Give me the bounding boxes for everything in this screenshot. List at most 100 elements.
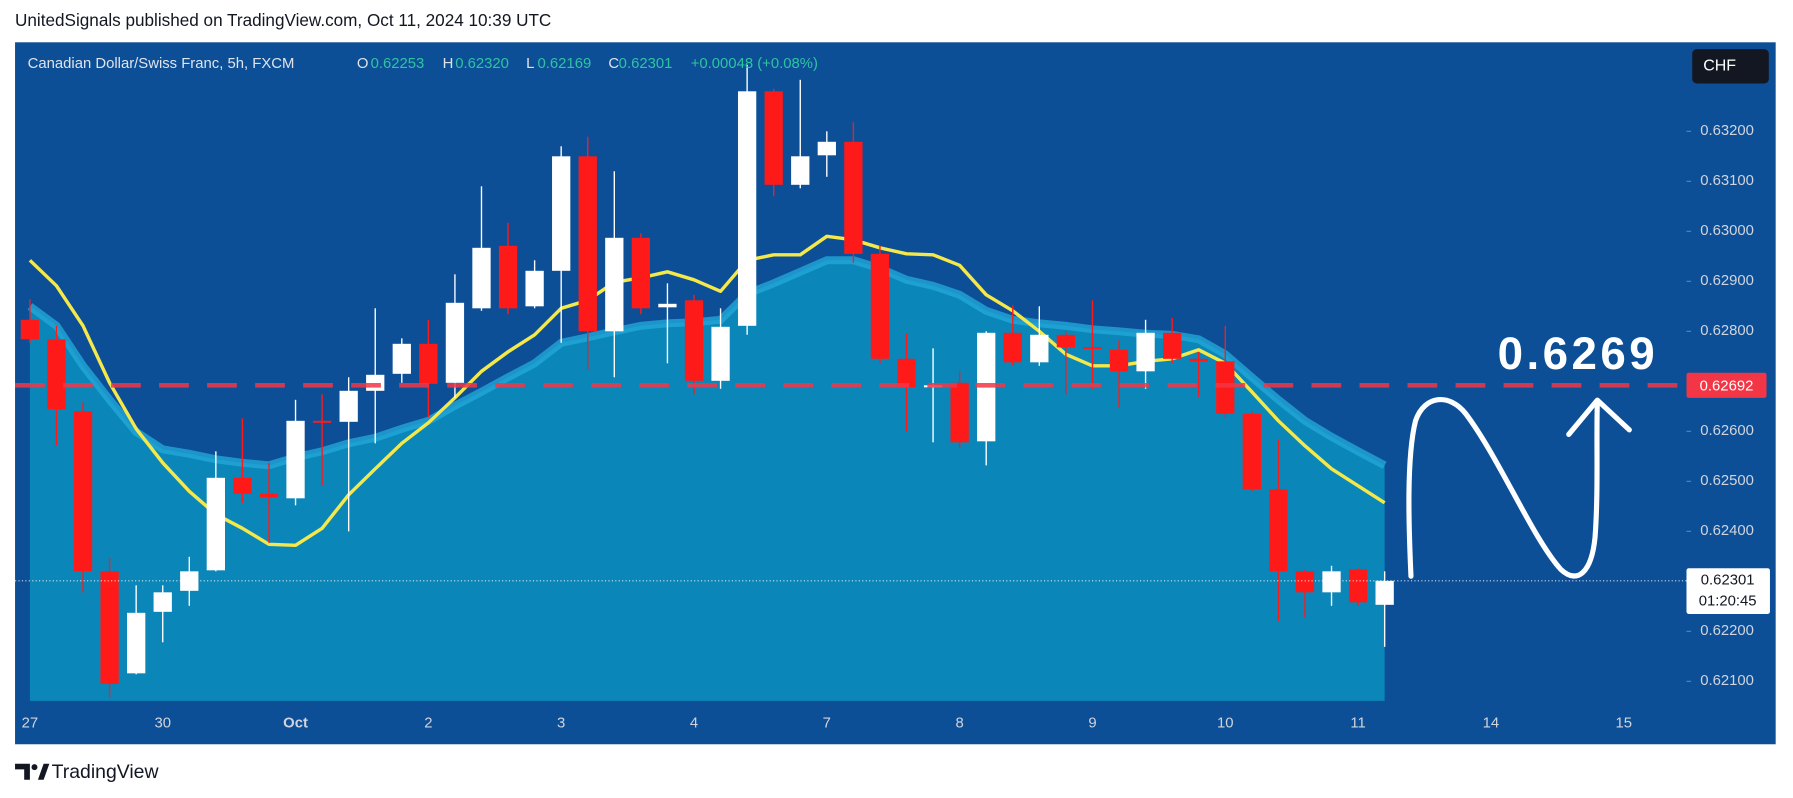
candle-body (1242, 413, 1261, 490)
x-tick-label: 7 (823, 716, 831, 732)
candle-body (711, 326, 730, 381)
candle-body (844, 141, 863, 254)
candle-body (392, 343, 411, 374)
x-tick-label: 11 (1350, 716, 1365, 732)
candle-body (605, 237, 624, 332)
candle-body (1375, 580, 1394, 605)
candle-body (631, 237, 651, 309)
ohlc-key: O (357, 56, 369, 72)
ohlc-key: C (608, 56, 619, 72)
candle-body (259, 493, 279, 498)
publisher-line: UnitedSignals published on TradingView.c… (15, 10, 551, 30)
x-tick-label: Oct (283, 716, 308, 732)
y-tick-label: 0.62600 (1700, 423, 1754, 439)
candle-body (658, 303, 677, 308)
currency-badge[interactable] (1692, 49, 1769, 84)
overlay: 0.621000.622000.624000.625000.626000.627… (15, 56, 1770, 732)
level-tag (1686, 372, 1767, 398)
x-tick-label: 3 (557, 716, 565, 732)
band-edge (27, 256, 1387, 470)
x-tick-label: 30 (154, 716, 171, 732)
candle-body (206, 477, 225, 571)
candle-body (1163, 332, 1182, 359)
x-tick-label: 27 (22, 716, 39, 732)
x-tick-label: 15 (1615, 716, 1632, 732)
candle-body (1136, 332, 1155, 372)
ohlc-value: 0.62301 (619, 56, 673, 72)
y-tick-label: 0.62900 (1700, 273, 1754, 289)
candle-body (1030, 334, 1049, 363)
moving-average (28, 234, 1386, 548)
candle-body (1269, 489, 1288, 572)
change-label: +0.00048 (+0.08%) (691, 56, 818, 72)
logo-mark-2 (37, 763, 50, 780)
candle-body (737, 91, 757, 326)
level-tag-label: 0.62692 (1700, 378, 1754, 394)
candle-body (73, 411, 93, 572)
candle-body (472, 247, 491, 309)
arrow-head (1566, 397, 1632, 438)
candle-body (498, 245, 518, 309)
countdown: 01:20:45 (1699, 593, 1757, 609)
ohlc-value: 0.62169 (538, 56, 592, 72)
band-area (29, 260, 1385, 701)
candle-body (180, 571, 199, 591)
candle-body (578, 156, 597, 332)
y-tick-label: 0.63000 (1700, 223, 1754, 239)
ohlc-value: 0.62320 (455, 56, 509, 72)
x-tick-label: 14 (1483, 716, 1500, 732)
x-tick-label: 10 (1217, 716, 1234, 732)
candle-body (1109, 349, 1129, 372)
currency-label: CHF (1703, 58, 1736, 75)
candle-body (870, 253, 890, 359)
logo-mark (15, 763, 30, 780)
candle-body (1189, 358, 1208, 362)
y-tick-label: 0.62800 (1700, 323, 1754, 339)
x-tick-label: 4 (690, 716, 698, 732)
plot-area (20, 64, 1394, 701)
candle-body (684, 300, 704, 381)
candle-body (286, 420, 305, 499)
last-price-label: 0.62301 (1701, 573, 1755, 589)
annotation: 0.6269 (1498, 328, 1658, 379)
candle-body (366, 374, 385, 391)
tv-logo (15, 763, 50, 780)
candle-body (1083, 347, 1102, 350)
arrow-curve (1406, 397, 1600, 579)
candle-body (1003, 332, 1022, 363)
candle-body (153, 592, 172, 612)
candle-body (764, 91, 783, 185)
y-tick-label: 0.62200 (1700, 623, 1754, 639)
candle-body (552, 156, 571, 271)
x-tick-label: 8 (956, 716, 964, 732)
candle-body (339, 390, 358, 422)
candle-body (791, 156, 810, 185)
y-tick-label: 0.62500 (1700, 473, 1754, 489)
candle-body (47, 339, 66, 410)
candle-body (312, 420, 332, 423)
ohlc-key: L (526, 56, 534, 72)
y-tick-label: 0.62400 (1700, 523, 1754, 539)
candle-body (20, 319, 40, 340)
y-tick-label: 0.62100 (1700, 673, 1754, 689)
x-tick-label: 2 (424, 716, 432, 732)
candle-body (127, 612, 146, 674)
candle-body (1056, 334, 1076, 348)
y-tick-label: 0.63200 (1700, 123, 1754, 139)
candle-body (525, 270, 544, 307)
candle-body (1295, 571, 1315, 593)
candle-body (445, 302, 465, 383)
last-price-tag (1686, 568, 1770, 614)
x-tick-label: 9 (1088, 716, 1096, 732)
footer-brand: TradingView (52, 761, 160, 783)
symbol-title: Canadian Dollar/Swiss Franc, 5h, FXCM (28, 56, 295, 72)
candle-body (950, 382, 969, 443)
logo-dot (31, 764, 38, 771)
candle-body (1322, 571, 1341, 593)
candle-body (419, 343, 438, 384)
candle-body (817, 141, 836, 156)
y-tick-label: 0.63100 (1700, 173, 1754, 189)
ohlc-key: H (443, 56, 454, 72)
